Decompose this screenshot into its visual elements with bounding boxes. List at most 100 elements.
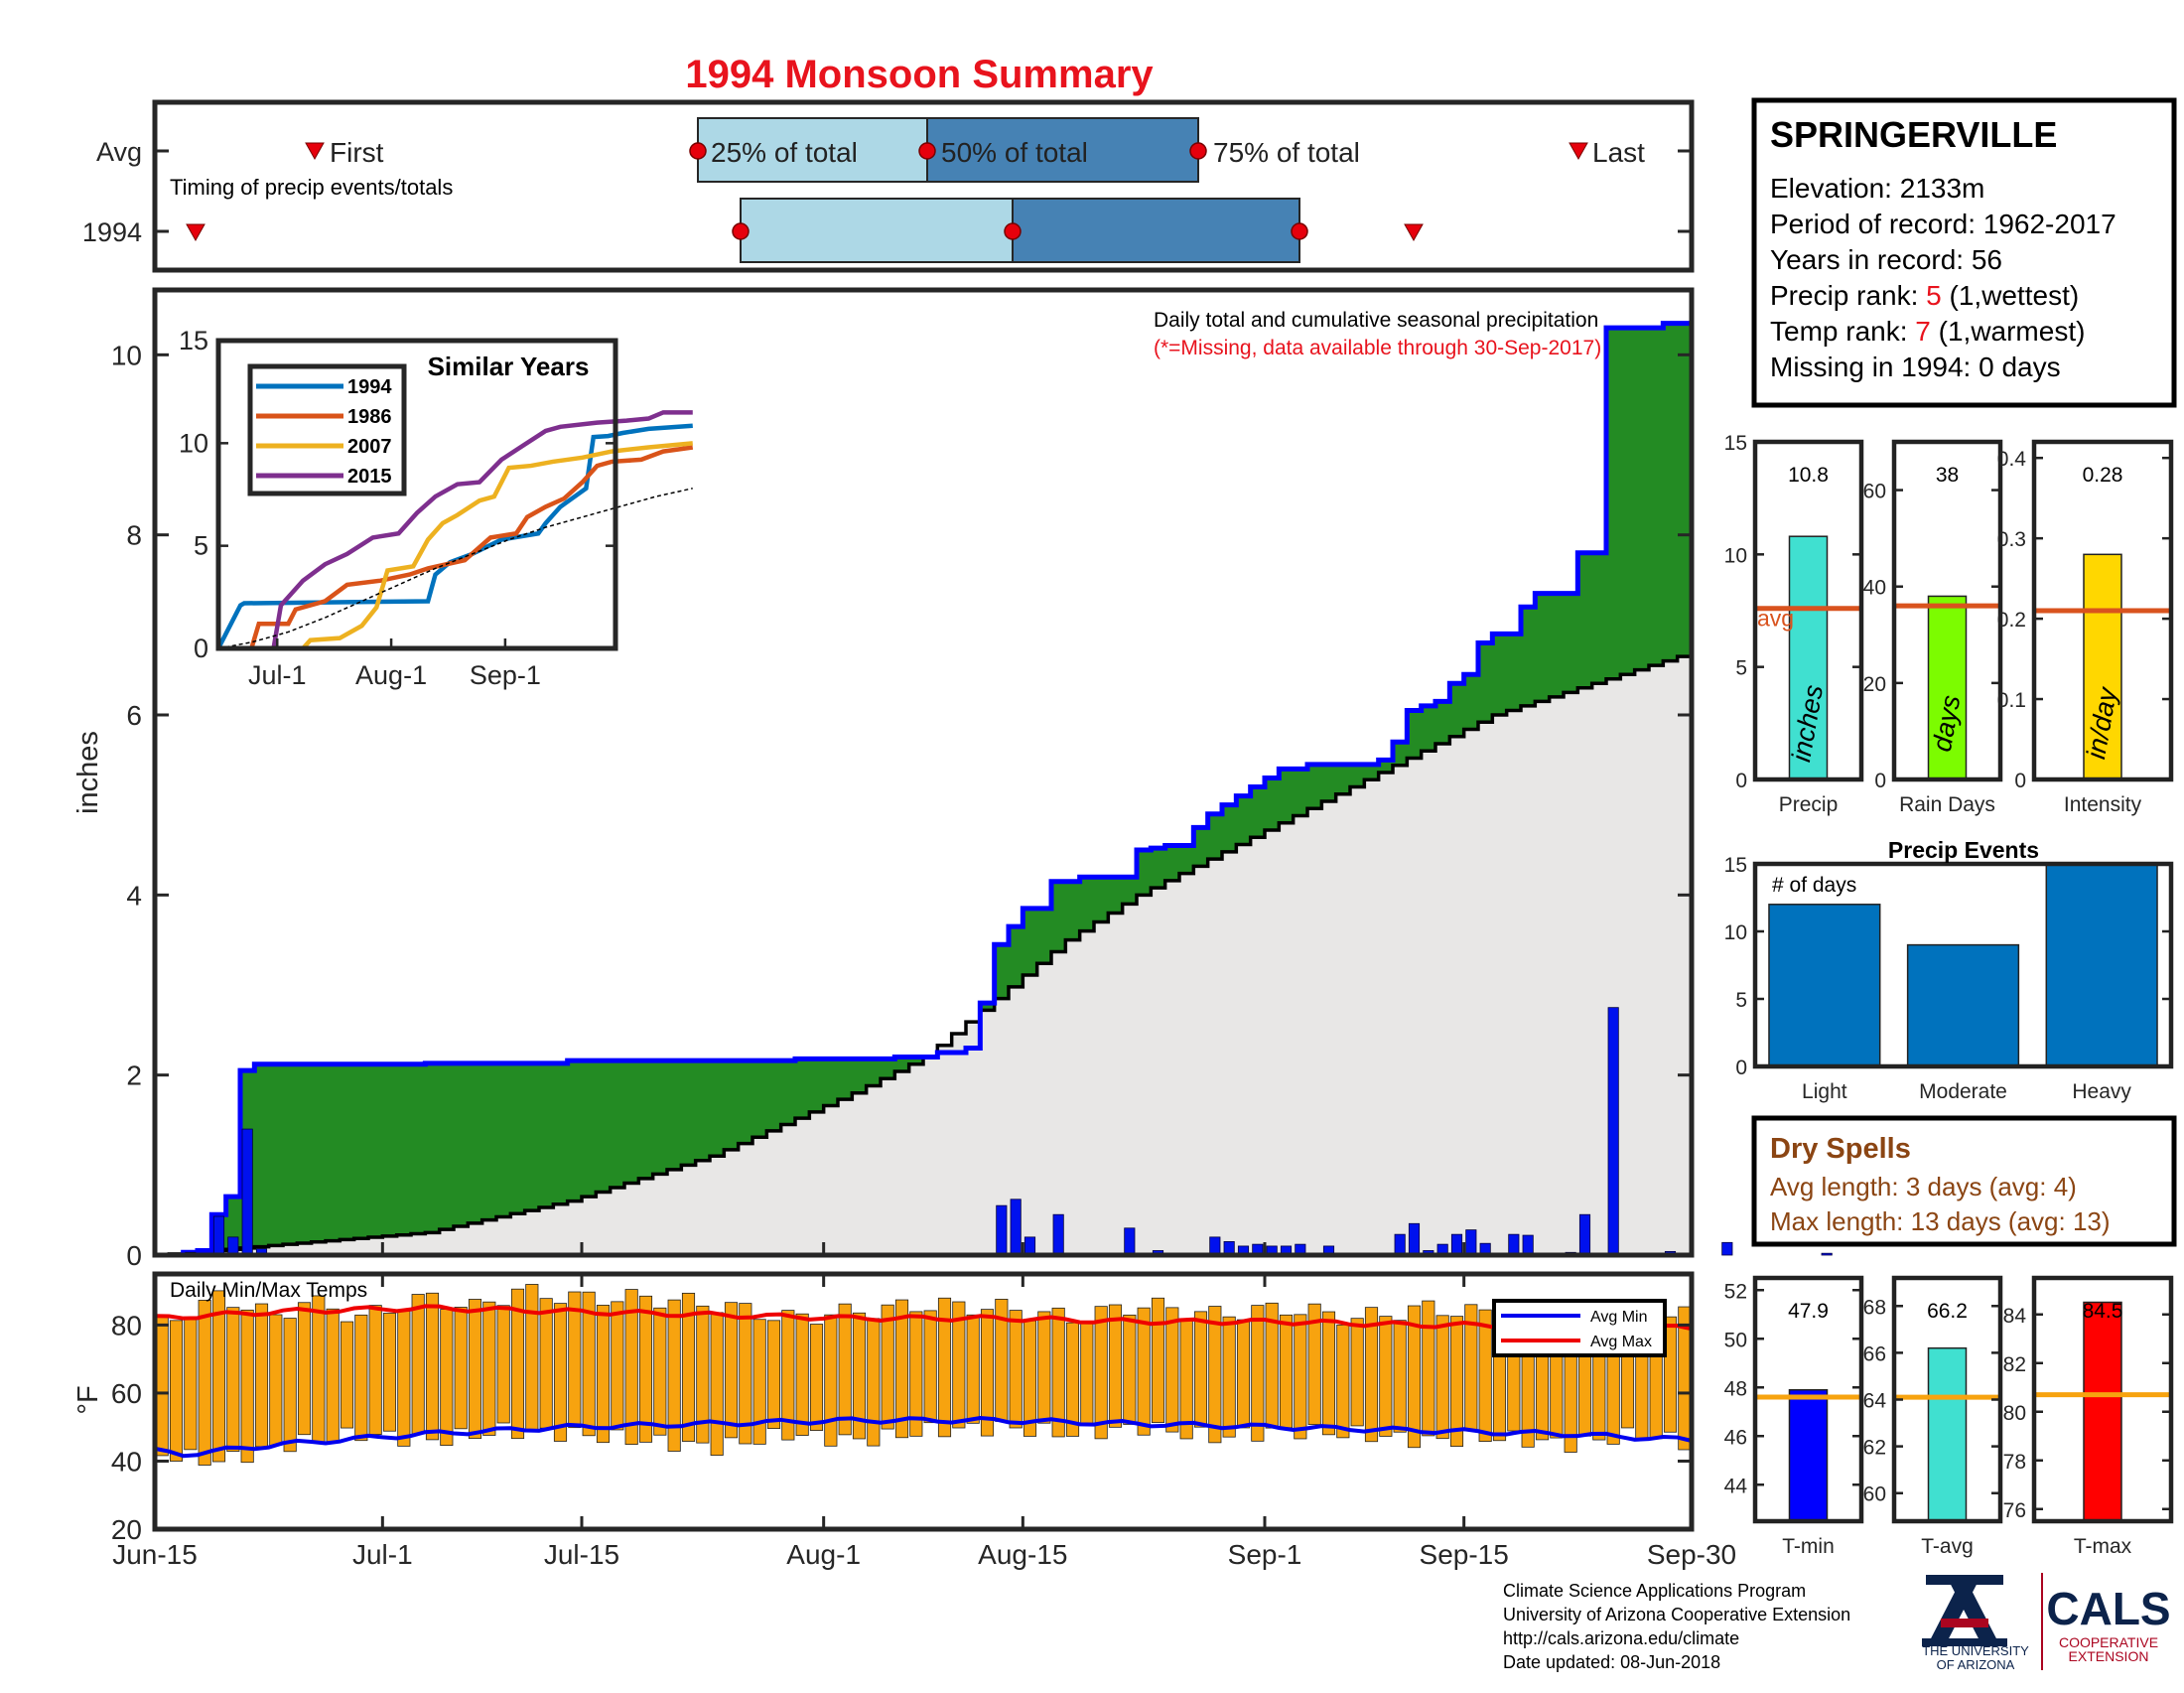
daily-temp-bar <box>496 1305 510 1424</box>
main-y-tick-label: 6 <box>126 700 142 731</box>
dry-spells-max: Max length: 13 days (avg: 13) <box>1770 1206 2111 1236</box>
summary-precip-avg-label: avg <box>1757 606 1794 632</box>
daily-temp-bar <box>1364 1307 1379 1443</box>
footer-line-1: Climate Science Applications Program <box>1503 1581 1806 1601</box>
year-quartile-box-2 <box>1012 198 1300 263</box>
temp-y-tick-label: 60 <box>111 1378 142 1409</box>
cumulative-1994-line <box>155 321 1692 1258</box>
avg-quartile-box-2 <box>926 117 1199 183</box>
avg-p25-marker <box>689 142 707 160</box>
daily-temp-bar <box>766 1320 781 1430</box>
main-y-tick-label: 4 <box>126 880 142 911</box>
daily-temp-bar <box>852 1312 867 1440</box>
summary-intensity-tick-label: 0.3 <box>1997 528 2026 551</box>
footer-line-2: University of Arizona Cooperative Extens… <box>1503 1605 1850 1624</box>
daily-temp-bar <box>368 1305 382 1435</box>
x-date-tick-label: Aug-15 <box>978 1539 1067 1570</box>
precip-events-bar <box>2045 863 2158 1067</box>
daily-temp-bar <box>624 1289 638 1445</box>
daily-temp-bar <box>739 1303 752 1445</box>
avg-last-marker <box>1569 142 1588 161</box>
summary-rain-days-frame <box>1891 439 2003 782</box>
daily-temp-bar <box>1279 1314 1294 1429</box>
average-cumulative-line <box>155 654 1692 1257</box>
similar-years-frame <box>215 338 618 651</box>
main-plot-area <box>155 321 1833 1258</box>
summary-precip-tick-label: 5 <box>1735 657 1747 680</box>
inset-y-tick-label: 15 <box>179 326 208 355</box>
daily-temp-bar <box>1108 1304 1123 1428</box>
temp-summary-tmax-tick-label: 78 <box>2003 1451 2026 1474</box>
year-quartile-box-1 <box>740 198 1014 263</box>
summary-intensity-frame <box>2031 439 2174 782</box>
temp-summary-tavg-tick-label: 66 <box>1863 1342 1886 1365</box>
legend-label-2007: 2007 <box>347 436 392 458</box>
summary-rain-days-tick-label: 40 <box>1863 577 1886 600</box>
ua-text-1: THE UNIVERSITY <box>1922 1643 2029 1658</box>
station-precip-rank: Precip rank: 5 (1,wettest) <box>1770 280 2079 311</box>
similar-years-inset: 0 5 10 15 Jul-1 Aug-1 Sep-1 Similar Years 1994… <box>179 326 694 690</box>
daily-precip-bar <box>1821 1252 1833 1256</box>
daily-precip-bar <box>1010 1199 1022 1256</box>
x-date-tick-label: Jul-1 <box>352 1539 413 1570</box>
summary-intensity-value-label: 0.28 <box>2083 464 2123 487</box>
similar-year-line-2007 <box>218 441 693 651</box>
inset-y-tick-label: 0 <box>194 634 208 663</box>
similar-years-title: Similar Years <box>428 352 590 381</box>
temp-summary-tavg-tick-label: 68 <box>1863 1296 1886 1319</box>
summary-rain-days-bar <box>1927 595 1968 780</box>
daily-temp-bar <box>155 1316 169 1457</box>
inset-y-tick-label: 10 <box>179 428 208 458</box>
temp-summary-tmin-frame <box>1752 1275 1864 1524</box>
temp-summary-tavg-tick-label: 64 <box>1863 1390 1887 1413</box>
daily-temp-bar <box>1321 1311 1336 1436</box>
daily-temp-bar <box>1193 1311 1208 1428</box>
temp-summary-tmin-bar <box>1788 1388 1829 1522</box>
temp-summary-tmax-tick-label: 80 <box>2003 1402 2026 1425</box>
daily-temp-bar <box>952 1301 966 1429</box>
daily-temp-bar <box>1222 1316 1236 1438</box>
summary-precip-value-label: 10.8 <box>1788 464 1829 487</box>
daily-temp-bar <box>568 1291 582 1429</box>
daily-precip-bar <box>1508 1233 1520 1256</box>
daily-temp-bar <box>638 1295 653 1443</box>
station-name: SPRINGERVILLE <box>1770 114 2057 155</box>
precip-events-title: Precip Events <box>1888 837 2039 863</box>
temp-legend: Avg Min Avg Max <box>1492 1299 1667 1357</box>
temp-summary-tmax-frame <box>2031 1275 2174 1524</box>
daily-precip-bar <box>996 1204 1008 1256</box>
panel-precip-events: Light Moderate Heavy 0 5 10 15 # of days <box>1724 854 2174 1103</box>
coop-text-1: COOPERATIVE <box>2059 1634 2158 1650</box>
summary-intensity-tick-label: 0.2 <box>1997 609 2026 632</box>
daily-temp-bar <box>838 1303 852 1436</box>
panel-temp-summary-tmin: 44 46 48 50 52 47.9 T-min <box>1724 1275 1864 1558</box>
year-p75-marker <box>1291 222 1308 240</box>
daily-temp-bar <box>937 1297 952 1438</box>
summary-rain-days-tick-label: 60 <box>1863 481 1886 503</box>
summary-precip-tick-label: 0 <box>1735 770 1747 792</box>
daily-temp-bar <box>1307 1303 1321 1426</box>
daily-temp-bar <box>184 1319 198 1451</box>
daily-temp-bar <box>881 1304 894 1430</box>
daily-temp-bar <box>382 1313 397 1432</box>
precip-events-annotation: # of days <box>1772 874 1856 897</box>
daily-temp-bar <box>454 1307 468 1430</box>
avg-first-marker <box>305 142 325 161</box>
daily-precip-bar <box>1209 1236 1221 1256</box>
daily-precip-bar <box>1124 1227 1136 1256</box>
daily-temp-bar <box>1179 1319 1193 1440</box>
daily-temp-bar <box>667 1299 681 1452</box>
last-label: Last <box>1592 137 1645 168</box>
footer-line-4: Date updated: 08-Jun-2018 <box>1503 1652 1720 1672</box>
station-years: Years in record: 56 <box>1770 244 2002 275</box>
daily-temp-bar <box>553 1303 568 1442</box>
daily-temp-bar <box>1137 1307 1151 1436</box>
summary-precip-frame <box>1752 439 1864 782</box>
daily-temp-bar <box>1663 1316 1678 1433</box>
avg-p75-marker <box>1189 142 1207 160</box>
legend-label-1994: 1994 <box>347 376 392 398</box>
inset-x-tick-label: Jul-1 <box>248 660 307 690</box>
summary-precip-tick-label: 15 <box>1724 432 1747 455</box>
station-info-panel: SPRINGERVILLE Elevation: 2133m Period of… <box>1751 97 2177 408</box>
daily-temp-bar <box>809 1324 824 1431</box>
